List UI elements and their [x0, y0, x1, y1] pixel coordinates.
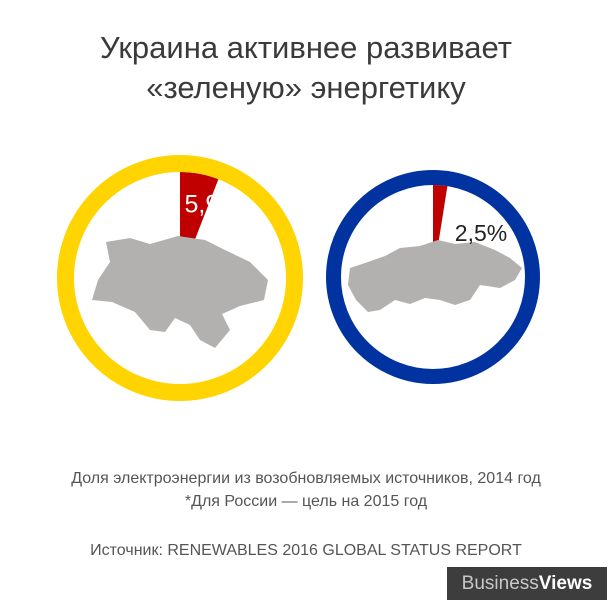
brand-part: Business: [461, 573, 539, 594]
ukraine-map: [92, 236, 268, 348]
brand: BusinessViews: [447, 567, 607, 600]
value-label: 2,5%: [455, 220, 507, 246]
caption: Доля электроэнергии из возобновляемых ис…: [71, 470, 541, 487]
title: Украина активнее развивает «зеленую» эне…: [100, 30, 512, 105]
brand-part: Views: [538, 573, 593, 594]
ring: [57, 155, 303, 401]
ring: [326, 170, 540, 384]
note: *Для России — цель на 2015 год: [184, 493, 428, 510]
russia-map: [348, 240, 522, 312]
value-label: 5,9%: [185, 191, 242, 219]
source: Источник: RENEWABLES 2016 GLOBAL STATUS …: [90, 542, 522, 559]
